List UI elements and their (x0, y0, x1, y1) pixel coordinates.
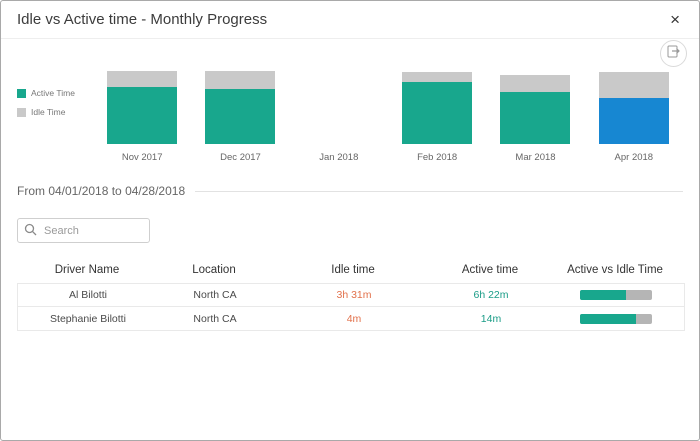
table-header: Driver Name Location Idle time Active ti… (17, 257, 685, 283)
month-label: Dec 2017 (220, 152, 261, 163)
active-time-cell: 6h 22m (473, 289, 509, 301)
idle-time-cell: 4m (346, 312, 362, 325)
bar-nov-2017[interactable]: Nov 2017 (93, 62, 191, 163)
date-range-text: From 04/01/2018 to 04/28/2018 (17, 184, 186, 198)
stacked-bar (107, 62, 178, 144)
column-header-idle-time[interactable]: Idle time (331, 264, 375, 276)
idle-time-cell: 3h 31m (336, 289, 372, 301)
dialog-title: Idle vs Active time - Monthly Progress (17, 11, 268, 28)
driver-name-cell: Stephanie Bilotti (50, 312, 126, 325)
search-icon (24, 223, 37, 241)
chart-plot-area: Nov 2017 Dec 2017 Jan 2018 Feb 2018 Mar … (93, 62, 683, 163)
month-label: Nov 2017 (121, 152, 163, 163)
stacked-bar (500, 62, 571, 144)
bar-mar-2018[interactable]: Mar 2018 (486, 62, 584, 163)
month-label: Apr 2018 (614, 152, 654, 163)
chart-legend: Active Time Idle Time (17, 62, 93, 163)
legend-label: Active Time (31, 88, 75, 98)
divider (195, 190, 683, 192)
idle-time-swatch (17, 107, 26, 117)
drivers-table: Driver Name Location Idle time Active ti… (17, 257, 685, 331)
column-header-active-time[interactable]: Active time (461, 264, 519, 276)
search-input[interactable] (17, 218, 150, 243)
active-vs-idle-cell (546, 290, 686, 300)
active-vs-idle-progress-bar (580, 313, 652, 324)
table-row[interactable]: Al Bilotti North CA 3h 31m 6h 22m (17, 283, 685, 307)
search-box (17, 218, 150, 243)
close-icon[interactable]: × (670, 10, 680, 29)
bar-feb-2018[interactable]: Feb 2018 (388, 62, 486, 163)
bar-jan-2018[interactable]: Jan 2018 (290, 62, 388, 163)
month-label: Feb 2018 (417, 152, 458, 163)
legend-item-idle-time[interactable]: Idle Time (17, 107, 93, 117)
active-vs-idle-progress-bar (580, 290, 652, 300)
column-header-location[interactable]: Location (192, 264, 236, 276)
stacked-bar (304, 62, 374, 144)
legend-item-active-time[interactable]: Active Time (17, 88, 93, 98)
month-label: Jan 2018 (319, 152, 359, 163)
column-header-driver-name[interactable]: Driver Name (54, 264, 120, 276)
active-time-swatch (17, 88, 26, 98)
active-vs-idle-cell (546, 313, 686, 324)
export-button[interactable] (660, 40, 687, 67)
export-icon (667, 45, 680, 63)
location-cell: North CA (193, 312, 237, 325)
dialog-header: Idle vs Active time - Monthly Progress × (1, 1, 699, 39)
date-range-row: From 04/01/2018 to 04/28/2018 (17, 184, 683, 198)
active-time-cell: 14m (480, 312, 502, 325)
month-label: Mar 2018 (515, 152, 556, 163)
location-cell: North CA (193, 289, 237, 301)
stacked-bar (205, 62, 276, 144)
stacked-bar-chart: Active Time Idle Time Nov 2017 Dec 2017 (17, 62, 683, 163)
driver-name-cell: Al Bilotti (69, 289, 107, 301)
column-header-active-vs-idle[interactable]: Active vs Idle Time (567, 264, 663, 276)
stacked-bar (598, 62, 669, 144)
bar-apr-2018-selected[interactable]: Apr 2018 (585, 62, 683, 163)
stacked-bar (402, 62, 473, 144)
legend-label: Idle Time (31, 107, 66, 117)
bar-dec-2017[interactable]: Dec 2017 (191, 62, 289, 163)
table-row[interactable]: Stephanie Bilotti North CA 4m 14m (17, 307, 685, 331)
